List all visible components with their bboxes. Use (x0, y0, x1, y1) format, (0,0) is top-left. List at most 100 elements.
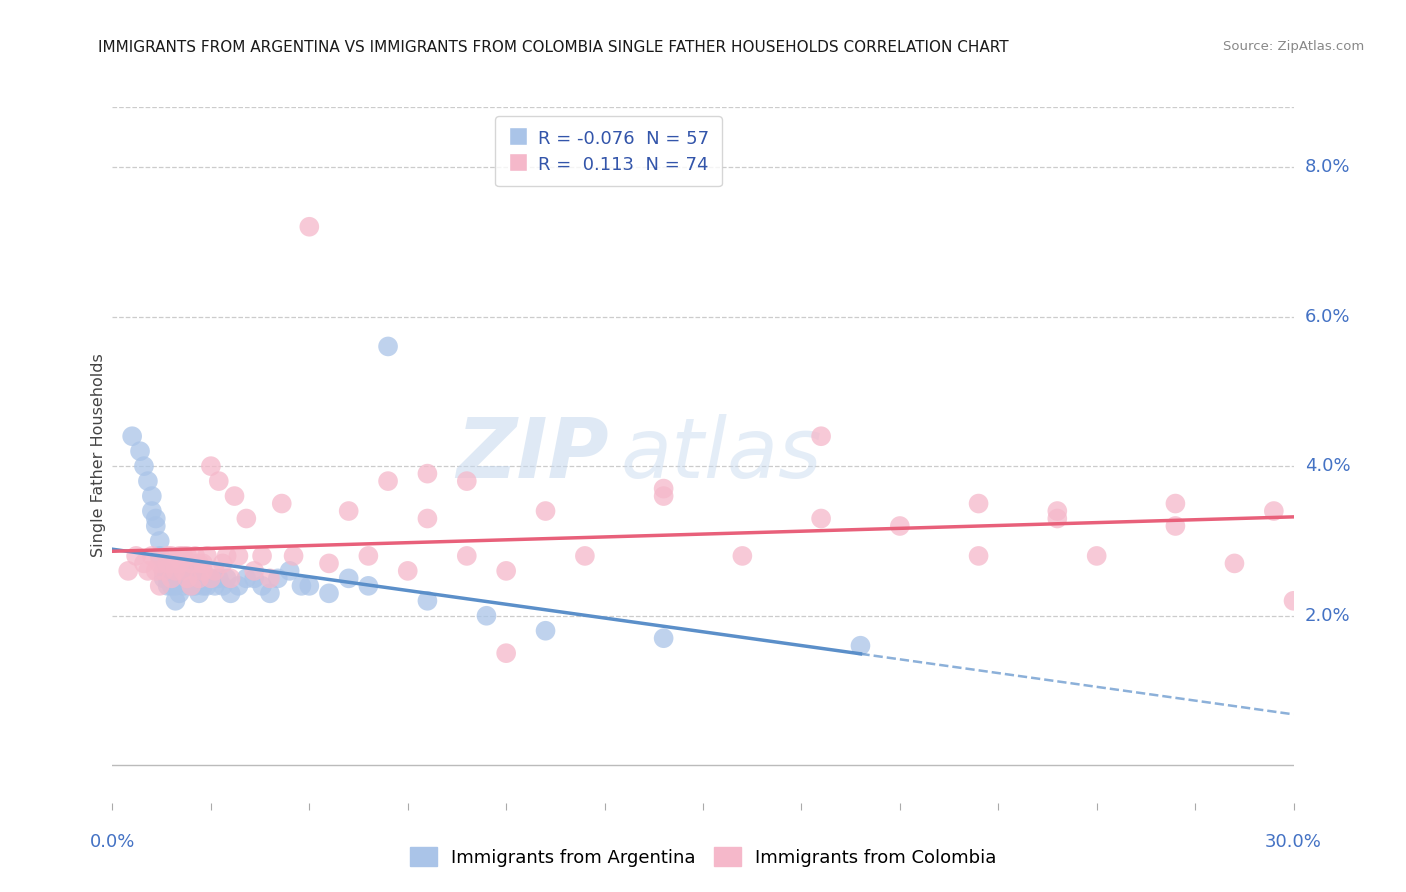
Point (169, 586, 191, 600)
Point (889, 519, 911, 533)
Point (191, 564, 214, 578)
Point (250, 549, 273, 563)
Point (1282, 594, 1305, 608)
Point (278, 564, 301, 578)
Point (195, 579, 218, 593)
Point (165, 571, 187, 585)
Point (204, 579, 226, 593)
Point (208, 571, 231, 585)
Point (456, 549, 478, 563)
Point (211, 557, 233, 571)
Point (204, 564, 226, 578)
Point (141, 489, 163, 503)
Point (298, 579, 321, 593)
Point (357, 579, 380, 593)
Point (228, 549, 250, 563)
Point (176, 549, 198, 563)
Text: 8.0%: 8.0% (1305, 158, 1350, 176)
Point (267, 571, 290, 585)
Point (243, 564, 266, 578)
Point (377, 339, 399, 353)
Point (180, 557, 202, 571)
Point (250, 579, 273, 593)
Y-axis label: Single Father Households: Single Father Households (91, 353, 105, 557)
Point (184, 571, 207, 585)
Point (176, 571, 198, 585)
Point (270, 497, 292, 511)
Point (129, 444, 152, 458)
Point (1085, 549, 1108, 563)
Point (377, 474, 399, 488)
Point (180, 564, 202, 578)
Point (416, 594, 439, 608)
Text: 6.0%: 6.0% (1305, 308, 1350, 326)
Point (208, 474, 231, 488)
Point (156, 557, 179, 571)
Point (290, 579, 312, 593)
Point (416, 467, 439, 481)
Point (149, 579, 172, 593)
Point (200, 459, 222, 474)
Text: IMMIGRANTS FROM ARGENTINA VS IMMIGRANTS FROM COLOMBIA SINGLE FATHER HOUSEHOLDS C: IMMIGRANTS FROM ARGENTINA VS IMMIGRANTS … (98, 40, 1010, 55)
Point (172, 571, 194, 585)
Point (810, 429, 832, 443)
Point (191, 557, 214, 571)
Legend: R = -0.076  N = 57, R =  0.113  N = 74: R = -0.076 N = 57, R = 0.113 N = 74 (495, 116, 723, 186)
Point (1164, 519, 1187, 533)
Point (357, 549, 380, 563)
Point (160, 549, 183, 563)
Point (141, 504, 163, 518)
Point (160, 571, 183, 585)
Point (156, 571, 179, 585)
Text: ZIP: ZIP (456, 415, 609, 495)
Point (188, 571, 211, 585)
Point (215, 549, 238, 563)
Point (475, 608, 498, 623)
Point (172, 579, 194, 593)
Point (259, 586, 281, 600)
Point (152, 564, 174, 578)
Text: Source: ZipAtlas.com: Source: ZipAtlas.com (1223, 40, 1364, 54)
Point (652, 489, 675, 503)
Point (259, 571, 281, 585)
Point (180, 579, 202, 593)
Point (176, 564, 198, 578)
Point (152, 571, 174, 585)
Point (145, 564, 167, 578)
Point (184, 579, 207, 593)
Point (298, 219, 321, 234)
Point (188, 557, 211, 571)
Point (810, 511, 832, 525)
Point (165, 564, 187, 578)
Point (156, 549, 179, 563)
Text: 30.0%: 30.0% (1265, 833, 1322, 851)
Point (495, 564, 517, 578)
Point (165, 579, 187, 593)
Point (215, 571, 238, 585)
Point (967, 497, 990, 511)
Point (456, 474, 478, 488)
Point (1223, 557, 1246, 571)
Point (172, 564, 194, 578)
Point (132, 557, 155, 571)
Point (132, 459, 155, 474)
Point (1046, 504, 1069, 518)
Point (145, 519, 167, 533)
Text: atlas: atlas (620, 415, 823, 495)
Point (149, 549, 172, 563)
Point (849, 639, 872, 653)
Point (1263, 504, 1285, 518)
Point (117, 564, 139, 578)
Point (152, 564, 174, 578)
Point (337, 504, 360, 518)
Point (235, 511, 257, 525)
Point (191, 579, 214, 593)
Point (219, 571, 242, 585)
Point (243, 571, 266, 585)
Point (180, 579, 202, 593)
Point (169, 549, 191, 563)
Point (165, 557, 187, 571)
Text: 0.0%: 0.0% (90, 833, 135, 851)
Point (169, 571, 191, 585)
Point (416, 511, 439, 525)
